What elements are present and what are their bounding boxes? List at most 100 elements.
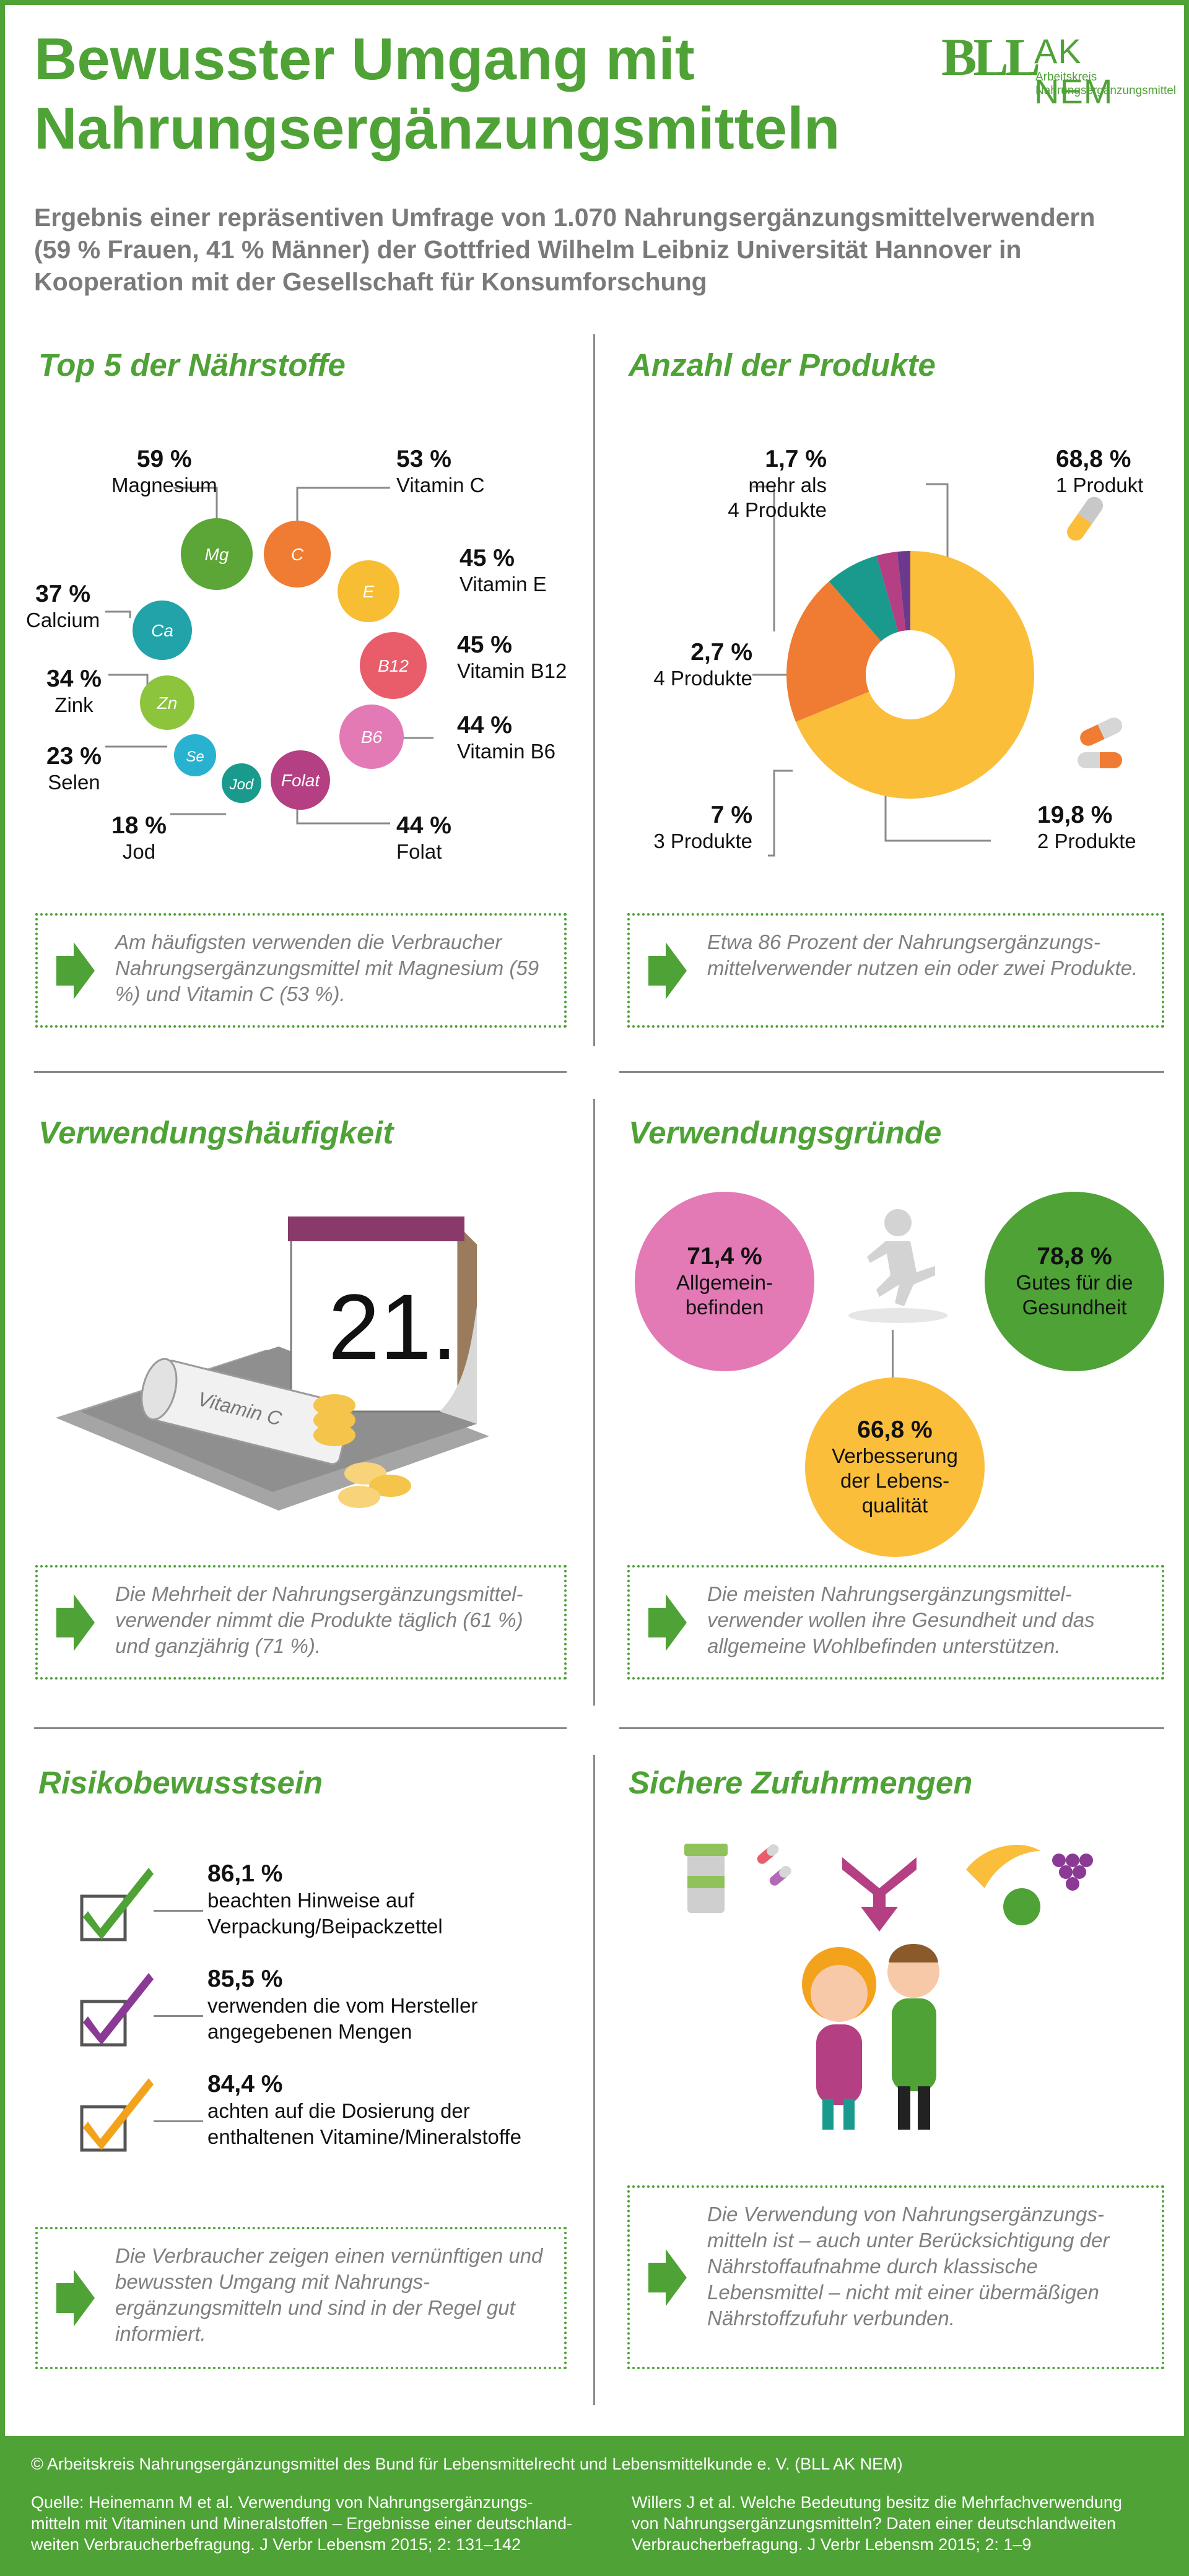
gruende-title: Verwendungsgründe — [629, 1115, 942, 1150]
calendar-page — [290, 1225, 459, 1413]
vitamin-e-pct: 45 % — [459, 545, 515, 571]
reason-1-line-2: befinden — [685, 1296, 764, 1319]
top5-note: Am häufigsten verwenden die Verbraucher … — [35, 913, 567, 1028]
nutrient-symbol-zn: Zn — [157, 693, 178, 713]
risk-item: 86,1 % beachten Hinweise auf Verpackung/Be… — [74, 1860, 564, 1953]
logo-sub-line-2: Nahrungsergänzungsmittel — [1035, 84, 1177, 97]
checkbox-check-icon — [80, 1973, 154, 2047]
nutrient-circle-folat — [271, 750, 330, 810]
nutrient-symbol-b6: B6 — [361, 727, 383, 747]
vitamin-b6-pct: 44 % — [457, 712, 512, 739]
reason-2-pct: 78,8 % — [1037, 1243, 1112, 1270]
source-1-line-1: Quelle: Heinemann M et al. Verwendung vo… — [31, 2493, 533, 2512]
nutrient-symbol-b12: B12 — [378, 656, 409, 675]
haeufigkeit-title: Verwendungshäufigkeit — [38, 1115, 394, 1150]
pill-orange-icon — [1080, 718, 1122, 746]
gruende-note-text: Die meisten Nahrungsergänzungsmittel-ver… — [707, 1582, 1095, 1657]
nutrient-label-zink: 34 % Zink — [46, 666, 102, 718]
banana-icon — [966, 1845, 1040, 1888]
donut-slice-4 — [897, 551, 910, 631]
reason-2-line-2: Gesundheit — [1022, 1296, 1127, 1319]
selen-label: Selen — [48, 771, 100, 794]
nutrient-label-magnesium: 59 % Magnesium — [111, 446, 217, 498]
pill-orange-icon-2 — [1078, 752, 1122, 768]
footer-copyright: © Arbeitskreis Nahrungsergänzungsmittel … — [31, 2455, 903, 2473]
footer-source-2: Willers J et al. Welche Bedeutung besitz… — [632, 2492, 1122, 2555]
nutrient-circles: Mg C E B12 B6 Folat Jod Se Zn Ca — [133, 518, 427, 810]
arrow-right-icon — [648, 1594, 687, 1651]
checkbox-check-icon — [80, 1868, 154, 1941]
logo-bll: BLL — [941, 27, 1040, 87]
vitamin-c-pct: 53 % — [396, 446, 451, 472]
logo-ak-nem: AK NEM — [1034, 32, 1113, 111]
divider-horizontal-left-1 — [34, 1071, 567, 1073]
logo-sub-line-1: Arbeitskreis — [1035, 71, 1097, 84]
anzahl-note-text: Etwa 86 Prozent der Nahrungsergänzungs-m… — [707, 930, 1138, 979]
haeufigkeit-note: Die Mehrheit der Nahrungsergänzungsmitte… — [35, 1565, 567, 1680]
vitamin-b6-label: Vitamin B6 — [457, 740, 555, 763]
source-2-line-1: Willers J et al. Welche Bedeutung besitz… — [632, 2493, 1122, 2512]
nutrient-symbol-c: C — [291, 545, 304, 564]
divider-horizontal-left-2 — [34, 1727, 567, 1729]
nutrient-symbol-mg: Mg — [205, 545, 229, 564]
page-subtitle: Ergebnis einer repräsentiven Umfrage von… — [34, 201, 1161, 298]
donut-slice-2 — [829, 555, 899, 641]
nutrient-circle-zn — [140, 675, 194, 730]
people-food-illustration — [684, 1844, 1093, 2130]
nutrient-symbol-se: Se — [186, 748, 204, 765]
subtitle-line-1: Ergebnis einer repräsentiven Umfrage von… — [34, 203, 1095, 232]
nutrient-circle-se — [174, 734, 216, 776]
calendar-vitamin-illustration: 21. 20. 21. Vitamin C — [56, 1216, 489, 1511]
vitamin-e-label: Vitamin E — [459, 573, 547, 596]
walking-person-icon — [848, 1209, 947, 1323]
folat-pct: 44 % — [396, 812, 451, 839]
risiko-note-text: Die Verbraucher zeigen einen vernünftige… — [115, 2244, 543, 2345]
title-line-1: Bewusster Umgang mit — [34, 26, 695, 92]
nutrient-label-jod: 18 % Jod — [111, 812, 167, 864]
source-2-line-2: von Nahrungsergänzungsmitteln? Daten ein… — [632, 2514, 1116, 2533]
nutrient-symbol-e: E — [363, 582, 375, 601]
arrow-right-icon — [56, 1594, 95, 1651]
donut-slice-1 — [786, 581, 881, 722]
donut-slice-0 — [795, 551, 1034, 799]
zink-label: Zink — [54, 693, 94, 716]
risk-connector — [154, 1910, 203, 1912]
risk-connector — [154, 2015, 203, 2017]
divider-vertical-1 — [593, 334, 595, 1046]
slice-4-pct: 2,7 % — [690, 639, 752, 666]
reason-2-line-1: Gutes für die — [1016, 1271, 1133, 1294]
nutrient-circle-b12 — [360, 632, 427, 699]
nutrient-ring: Mg C E B12 B6 Folat Jod Se Zn Ca — [105, 487, 433, 825]
reason-gesundheit: 78,8 % Gutes für die Gesundheit — [985, 1192, 1164, 1371]
calendar-top-bar — [288, 1216, 464, 1241]
logo-subtitle: Arbeitskreis Nahrungsergänzungsmittel — [1035, 71, 1176, 98]
donut-leader-lines — [752, 483, 991, 857]
top5-title: Top 5 der Nährstoffe — [38, 347, 346, 383]
folat-label: Folat — [396, 840, 442, 863]
reason-3-line-2: der Lebens- — [840, 1469, 950, 1492]
slice-more-4-pct: 1,7 % — [765, 446, 827, 472]
gruende-connector — [892, 1330, 894, 1382]
pill-purple-icon — [769, 1866, 791, 1886]
nutrient-label-vitamin-b6: 44 % Vitamin B6 — [457, 712, 555, 764]
risk-pct: 85,5 % — [207, 1966, 283, 1992]
donut-slice-3 — [876, 552, 906, 632]
nutrient-label-folat: 44 % Folat — [396, 812, 451, 864]
slice-1-pct: 68,8 % — [1056, 446, 1131, 472]
slice-1-label: 1 Produkt — [1056, 474, 1144, 497]
arrow-right-icon — [648, 2249, 687, 2306]
nutrient-circle-e — [338, 560, 399, 622]
donut-chart — [752, 483, 1122, 857]
nutrient-label-vitamin-e: 45 % Vitamin E — [459, 545, 547, 597]
risk-line-1: achten auf die Dosierung der — [207, 2099, 470, 2122]
risk-item: 85,5 % verwenden die vom Hersteller angege… — [74, 1966, 564, 2058]
jod-pct: 18 % — [111, 812, 167, 839]
calendar-curl — [440, 1306, 477, 1424]
slice-2-label: 2 Produkte — [1037, 830, 1136, 852]
reason-allgemeinbefinden: 71,4 % Allgemein- befinden — [635, 1192, 814, 1371]
nutrient-circle-mg — [181, 518, 253, 590]
zufuhr-note-text: Die Verwendung von Nahrungsergänzungs-mi… — [707, 2203, 1110, 2330]
slice-label-3-produkte: 7 % 3 Produkte — [641, 802, 752, 854]
slice-more-4-label-2: 4 Produkte — [728, 498, 827, 521]
